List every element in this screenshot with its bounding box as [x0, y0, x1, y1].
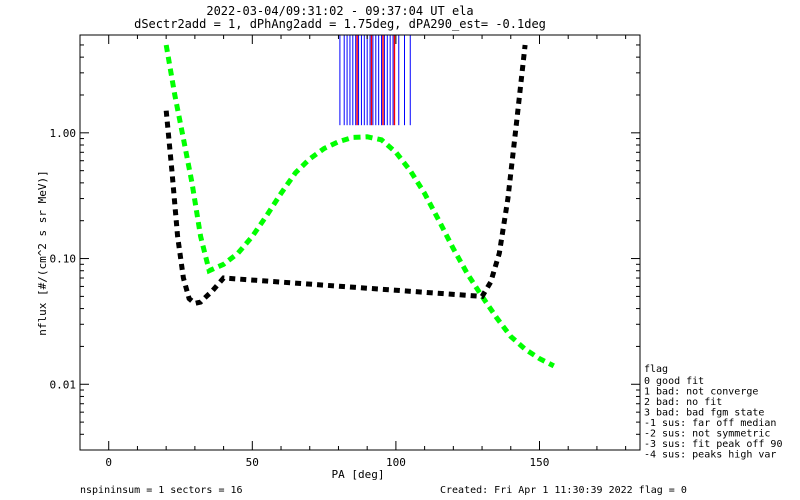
- legend-entry-5: -2 sus: not symmetric: [644, 429, 770, 440]
- flag-legend: flag 0 good fit 1 bad: not converge 2 ba…: [644, 364, 782, 461]
- x-tick-label-0: 0: [105, 456, 112, 469]
- legend-entry-6: -3 sus: fit peak off 90: [644, 439, 782, 450]
- legend-entry-7: -4 sus: peaks high var: [644, 450, 776, 461]
- x-tick-label-1: 50: [246, 456, 259, 469]
- legend-entry-2: 2 bad: no fit: [644, 397, 722, 408]
- legend-entry-4: -1 sus: far off median: [644, 418, 776, 429]
- y-tick-label-0: 0.01: [50, 378, 77, 391]
- x-tick-label-3: 150: [530, 456, 550, 469]
- footer-left: nspininsum = 1 sectors = 16: [80, 485, 243, 496]
- axes-layer: 0 50 100 150 0.01 0.10 1.00: [50, 34, 641, 469]
- y-axis-label: nflux [#/(cm^2 s sr MeV)]: [36, 170, 49, 336]
- plot-frame: [79, 34, 641, 451]
- legend-entry-0: 0 good fit: [644, 376, 704, 387]
- y-tick-label-1: 0.10: [50, 253, 77, 266]
- x-axis-label: PA [deg]: [332, 468, 385, 481]
- series-green-line: [163, 44, 555, 369]
- legend-entry-1: 1 bad: not converge: [644, 387, 758, 398]
- legend-entry-3: 3 bad: bad fgm state: [644, 408, 764, 419]
- footer-right: Created: Fri Apr 1 11:30:39 2022 flag = …: [440, 485, 687, 496]
- plot-area: [163, 35, 555, 369]
- series-black-line: [163, 44, 528, 307]
- chart-title-line-2: dSectr2add = 1, dPhAng2add = 1.75deg, dP…: [134, 17, 546, 31]
- legend-title: flag: [644, 364, 668, 375]
- data-layer: [163, 35, 555, 369]
- chart-title-line-1: 2022-03-04/09:31:02 - 09:37:04 UT ela: [206, 4, 473, 18]
- x-tick-label-2: 100: [386, 456, 406, 469]
- y-tick-label-2: 1.00: [50, 127, 77, 140]
